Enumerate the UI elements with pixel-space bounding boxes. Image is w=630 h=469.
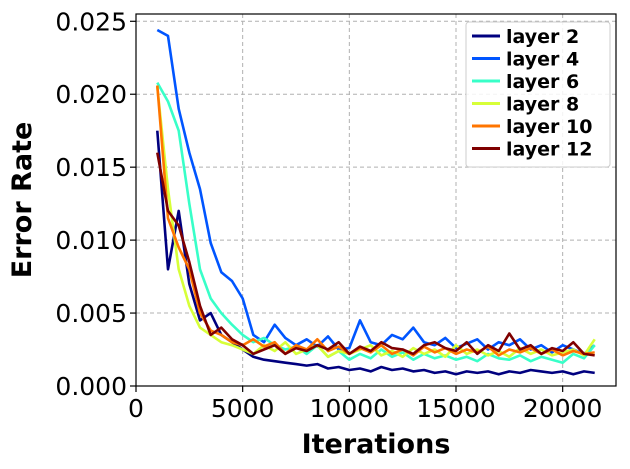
plot-frame — [135, 13, 617, 387]
y-axis-label: Error Rate — [7, 122, 38, 279]
legend-label: layer 2 — [506, 26, 579, 48]
axis-ticks: 0.000 0.005 0.010 0.015 0.020 0.025 0 5000 10000… — [55, 7, 602, 423]
x-axis-label: Iterations — [302, 429, 451, 460]
legend-label: layer 4 — [506, 49, 579, 71]
y-tick-label: 0.005 — [55, 299, 127, 328]
series-lines — [156, 28, 596, 376]
y-tick-label: 0.010 — [55, 226, 127, 255]
legend-label: layer 8 — [506, 94, 579, 116]
x-tick-label: 15000 — [416, 394, 496, 423]
y-tick-label: 0.015 — [55, 153, 127, 182]
series-line — [156, 81, 596, 365]
legend-label: layer 12 — [506, 139, 592, 161]
legend-label: layer 10 — [506, 116, 592, 138]
legend-box — [465, 21, 611, 168]
legend-label: layer 6 — [506, 71, 579, 93]
y-tick-label: 0.000 — [55, 372, 127, 401]
series-line — [156, 85, 595, 357]
x-tick-label: 0 — [128, 394, 144, 423]
y-tick-label: 0.020 — [55, 80, 127, 109]
x-tick-label: 5000 — [211, 394, 275, 423]
series-line — [156, 152, 595, 357]
series-line — [156, 28, 596, 356]
x-tick-label: 10000 — [310, 394, 390, 423]
x-tick-label: 20000 — [523, 394, 603, 423]
y-tick-label: 0.025 — [55, 7, 127, 36]
